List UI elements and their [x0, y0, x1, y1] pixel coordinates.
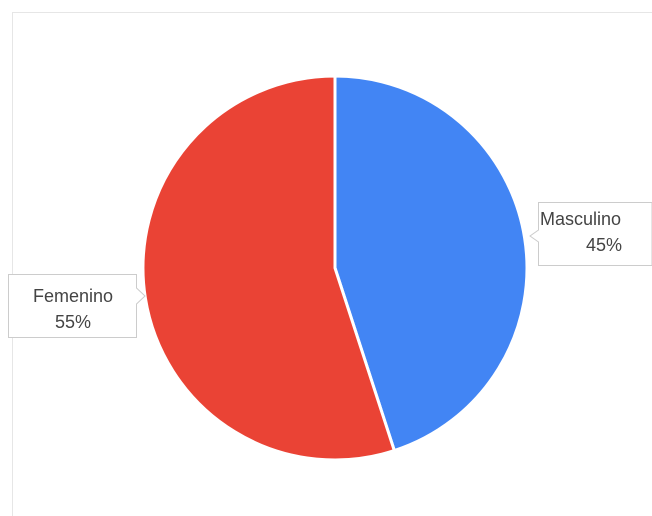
pie-slice-femenino[interactable] — [141, 74, 396, 462]
callout-femenino-label: Femenino — [33, 286, 113, 306]
callout-masculino-label: Masculino — [540, 209, 621, 229]
callout-femenino-percent: 55% — [55, 312, 91, 332]
callout-masculino-percent: 45% — [586, 235, 622, 255]
callout-masculino: Masculino 45% — [529, 202, 652, 266]
pie-slice-masculino[interactable] — [333, 74, 529, 453]
callout-masculino-box — [529, 202, 652, 266]
callout-femenino-box — [8, 274, 146, 338]
pie-slices — [141, 74, 529, 462]
callout-femenino: Femenino 55% — [8, 274, 146, 338]
